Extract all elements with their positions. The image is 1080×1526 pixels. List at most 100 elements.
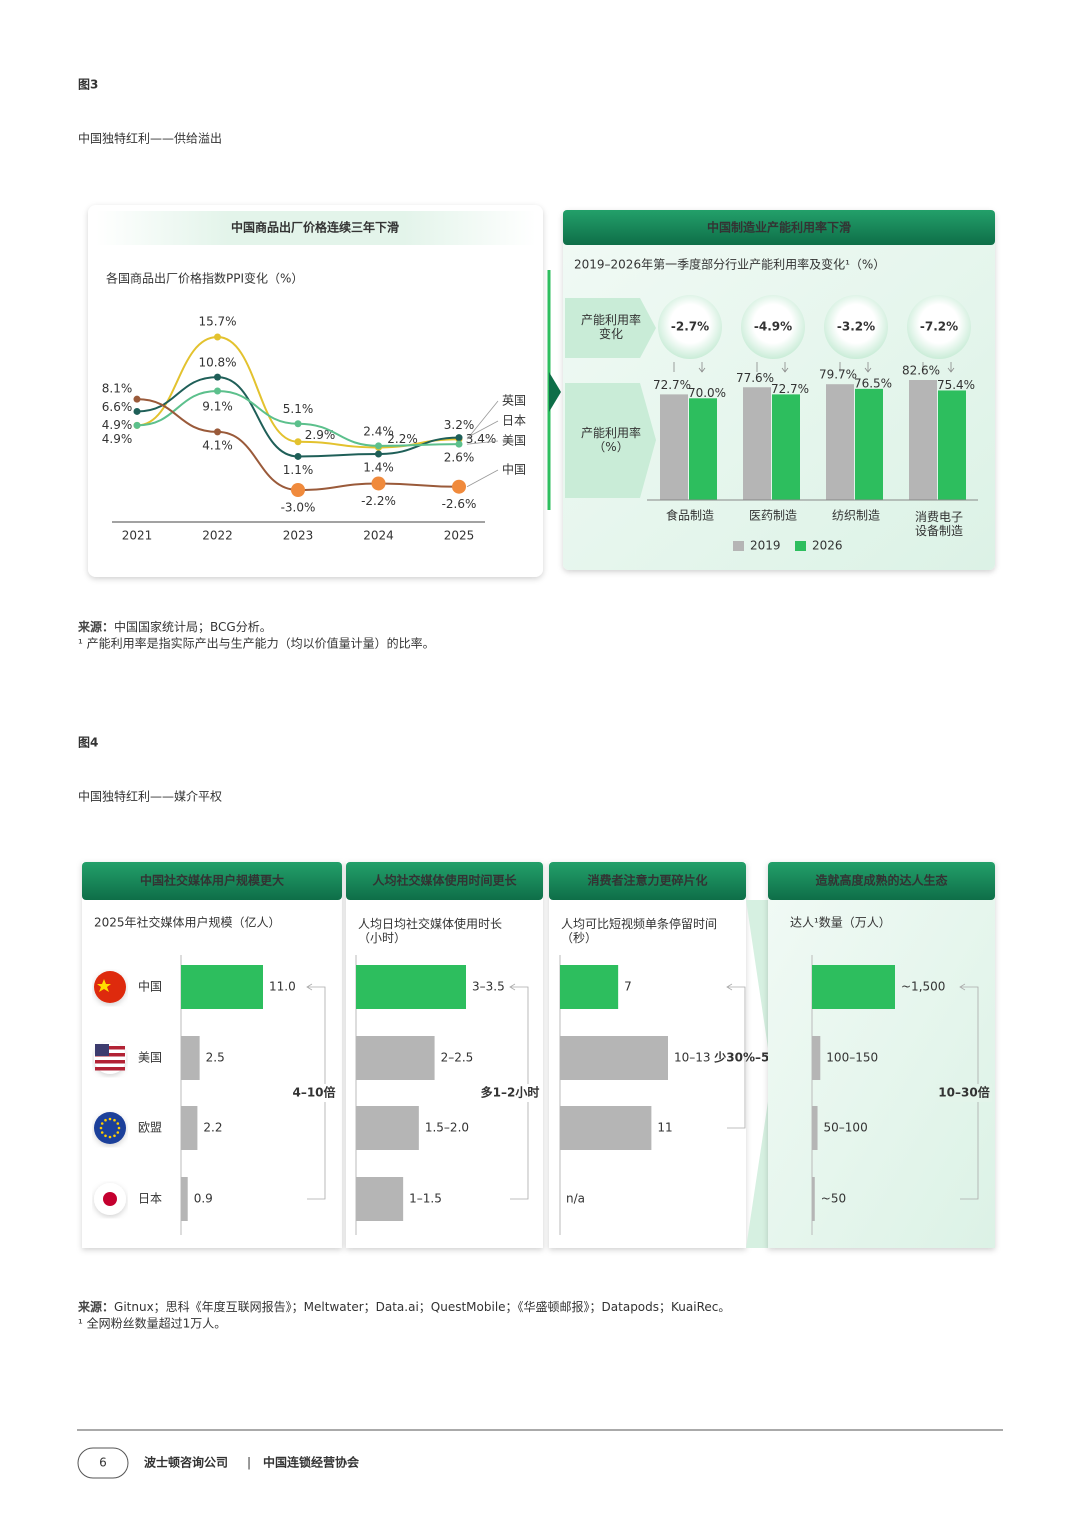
bar-label: 3–3.5 [472, 980, 505, 994]
bar [812, 1036, 821, 1080]
bar [812, 1106, 818, 1150]
bar-label: 0.9 [194, 1192, 213, 1206]
legend-leader [466, 400, 499, 440]
data-point [214, 333, 221, 341]
flag-star [97, 979, 111, 992]
figure-title: 中国独特红利——供给溢出 [78, 131, 222, 146]
bar-label: 82.6% [902, 364, 940, 378]
legend-label: 日本 [502, 414, 526, 428]
data-point [294, 420, 302, 428]
bar-label: ~1,500 [901, 980, 945, 994]
connector [756, 362, 789, 373]
change-label: -2.7% [671, 320, 709, 334]
flag-canton [95, 1044, 109, 1056]
data-point [294, 452, 302, 460]
data-label: 2.2% [387, 432, 418, 446]
source-label: 来源： [77, 1299, 114, 1314]
change-bubble [658, 295, 722, 359]
category-label: 日本 [138, 1192, 162, 1206]
series-line [136, 335, 460, 449]
data-label: 2.6% [444, 451, 475, 465]
source: 来源：Gitnux；思科《年度互联网报告》；Meltwater；Data.ai；… [77, 1299, 730, 1314]
x-tick-label: 2025 [444, 529, 475, 543]
data-label: -3.0% [281, 501, 316, 515]
bar-label: 70.0% [688, 386, 726, 400]
connector [673, 362, 706, 373]
panel-header [563, 210, 995, 245]
footer-org: 中国连锁经营协会 [263, 1455, 360, 1470]
data-label: -2.6% [442, 497, 477, 511]
bar [356, 1177, 404, 1221]
flag [94, 1112, 126, 1144]
connector [839, 362, 872, 373]
data-point [291, 483, 305, 497]
x-tick-label: 2024 [363, 529, 394, 543]
bar-label: 2–2.5 [441, 1051, 474, 1065]
annotation-bg [482, 1084, 538, 1102]
panel-title: 消费者注意力更碎片化 [587, 873, 707, 888]
chart-subtitle: 各国商品出厂价格指数PPI变化（%） [106, 271, 303, 286]
data-label: 10.8% [198, 356, 236, 370]
data-label: 9.1% [202, 400, 233, 414]
figure-label: 图3 [78, 78, 98, 92]
legend-leader [466, 440, 499, 445]
legend-swatch [795, 541, 806, 551]
chart-subtitle: 2025年社交媒体用户规模（亿人） [94, 915, 281, 930]
bar [660, 394, 688, 500]
x-tick-label: 2023 [283, 529, 314, 543]
flag [94, 971, 126, 1003]
legend-label: 2019 [750, 539, 781, 553]
change-bubble [907, 295, 971, 359]
panel-title: 中国制造业产能利用率下滑 [707, 220, 851, 235]
bar [938, 390, 966, 500]
data-point [455, 440, 463, 448]
data-label: 1.1% [283, 463, 314, 477]
bar-label: 50–100 [824, 1121, 868, 1135]
change-label: -7.2% [920, 320, 958, 334]
bar-label: 72.7% [771, 382, 809, 396]
flag-star [99, 1126, 103, 1130]
data-label: 6.6% [102, 400, 133, 414]
chart-subtitle: 达人¹数量（万人） [790, 915, 891, 930]
bar-label: n/a [566, 1192, 585, 1206]
panel-title: 人均社交媒体使用时间更长 [372, 873, 517, 888]
legend-swatch [733, 541, 744, 551]
legend-leader [466, 420, 499, 438]
flag-stripe [95, 1053, 125, 1057]
category-label: 中国 [138, 979, 162, 994]
x-tick-label: 2022 [202, 529, 233, 543]
panel [88, 205, 543, 577]
bar [356, 1036, 435, 1080]
source: 来源：中国国家统计局；BCG分析。 [77, 619, 272, 634]
x-tick-label: 2021 [122, 529, 153, 543]
bar [356, 965, 466, 1009]
annotation: 多1–2小时 [481, 1085, 540, 1100]
flag-star [116, 1122, 120, 1125]
data-point [375, 442, 382, 450]
panel-header [346, 862, 543, 900]
panel-title: 中国社交媒体用户规模更大 [140, 873, 284, 888]
data-label: 4.1% [202, 438, 233, 452]
category-label: 美国 [138, 1051, 162, 1065]
legend-label: 中国 [502, 462, 526, 477]
data-point [214, 373, 221, 381]
data-point [214, 428, 221, 436]
data-point [133, 395, 141, 403]
data-point [214, 387, 221, 395]
row-label: 产能利用率（%） [581, 424, 641, 453]
data-label: 1.4% [363, 461, 394, 475]
bar [181, 1177, 188, 1221]
category-label: 食品制造 [666, 508, 714, 523]
panel [768, 862, 995, 1248]
source-text: 中国国家统计局；BCG分析。 [114, 619, 272, 634]
source-label: 来源： [77, 619, 114, 634]
data-label: 3.2% [444, 418, 475, 432]
footnote: ¹ 产能利用率是指实际产出与生产能力（均以价值量计量）的比率。 [78, 636, 435, 651]
bar-label: 1.5–2.0 [425, 1121, 469, 1135]
category-label: 纺织制造 [832, 509, 880, 523]
flag-star [100, 1131, 104, 1134]
data-point [294, 438, 302, 446]
bracket [726, 983, 746, 1129]
chart-subtitle: 2019–2026年第一季度部分行业产能利用率及变化¹（%） [574, 257, 885, 272]
data-label: 4.9% [102, 418, 133, 432]
